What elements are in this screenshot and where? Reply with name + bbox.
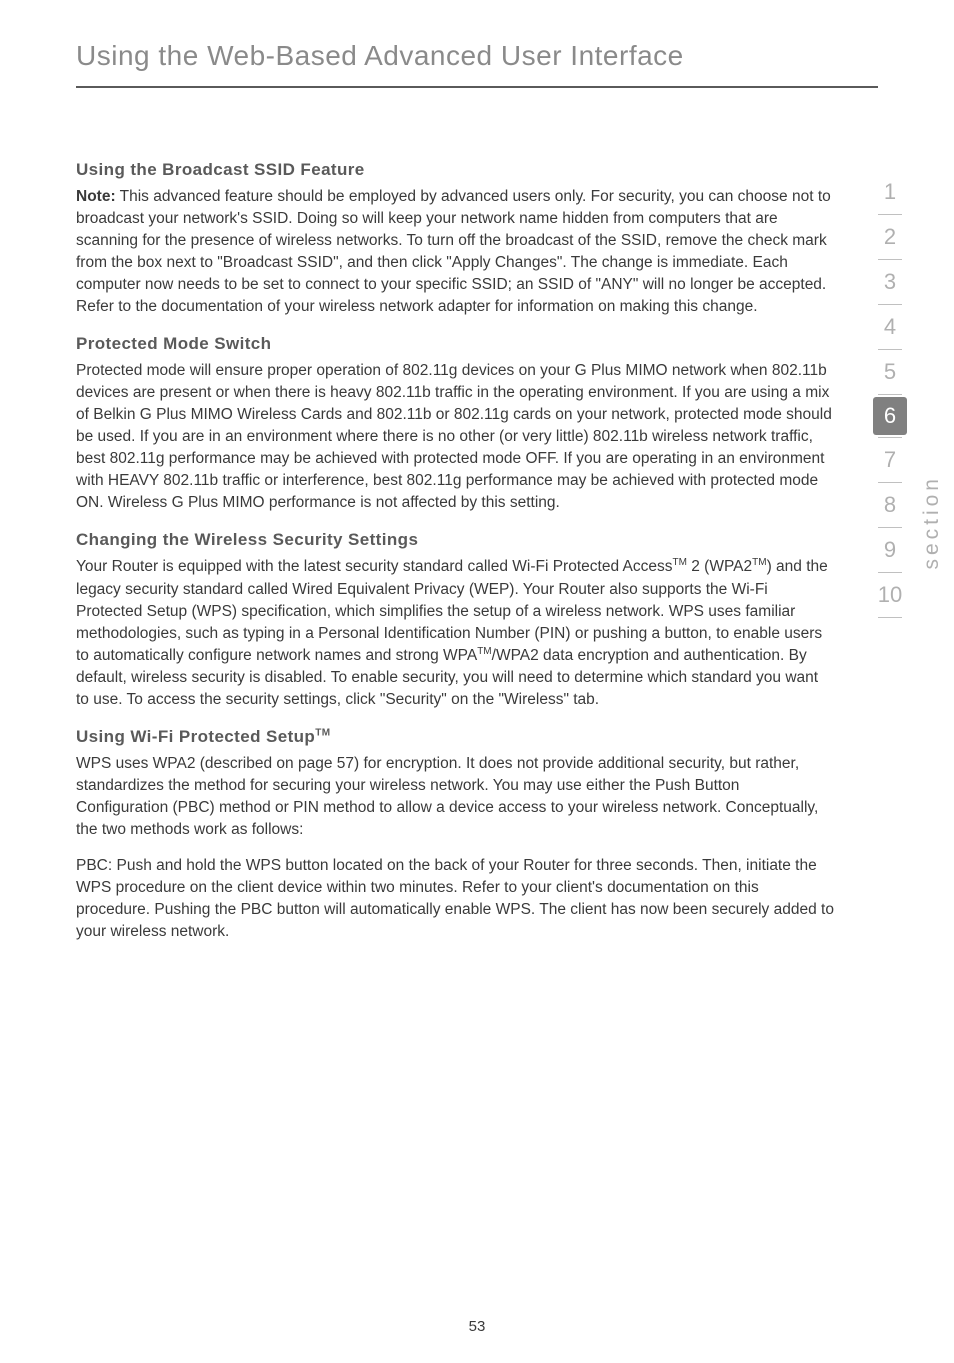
heading-broadcast-ssid: Using the Broadcast SSID Feature <box>76 158 834 182</box>
nav-item-10[interactable]: 10 <box>862 573 918 617</box>
note-label: Note: <box>76 188 116 205</box>
para-wps-2: PBC: Push and hold the WPS button locate… <box>76 855 834 943</box>
wps-heading-text: Using Wi-Fi Protected Setup <box>76 727 315 746</box>
heading-security-settings: Changing the Wireless Security Settings <box>76 528 834 552</box>
nav-divider <box>878 617 902 618</box>
content-area: Using the Broadcast SSID Feature Note: T… <box>0 88 954 943</box>
security-body-1: Your Router is equipped with the latest … <box>76 559 672 576</box>
nav-item-2[interactable]: 2 <box>862 215 918 259</box>
section-nav: 1 2 3 4 5 6 7 8 9 10 <box>862 170 918 618</box>
page-title: Using the Web-Based Advanced User Interf… <box>0 0 954 86</box>
heading-protected-mode: Protected Mode Switch <box>76 332 834 356</box>
nav-item-6-active[interactable]: 6 <box>873 397 907 435</box>
security-body-2: 2 (WPA2 <box>687 559 752 576</box>
para-wps-1: WPS uses WPA2 (described on page 57) for… <box>76 753 834 841</box>
para-protected: Protected mode will ensure proper operat… <box>76 360 834 514</box>
nav-item-1[interactable]: 1 <box>862 170 918 214</box>
tm-3: TM <box>477 646 491 657</box>
broadcast-body: This advanced feature should be employed… <box>76 188 831 315</box>
page-number: 53 <box>0 1318 954 1335</box>
tm-2: TM <box>752 557 766 568</box>
nav-item-7[interactable]: 7 <box>862 438 918 482</box>
nav-item-9[interactable]: 9 <box>862 528 918 572</box>
tm-1: TM <box>672 557 686 568</box>
nav-item-5[interactable]: 5 <box>862 350 918 394</box>
nav-item-4[interactable]: 4 <box>862 305 918 349</box>
nav-item-3[interactable]: 3 <box>862 260 918 304</box>
heading-wps: Using Wi-Fi Protected SetupTM <box>76 725 834 749</box>
para-security: Your Router is equipped with the latest … <box>76 556 834 710</box>
nav-item-8[interactable]: 8 <box>862 483 918 527</box>
para-broadcast: Note: This advanced feature should be em… <box>76 186 834 318</box>
nav-divider <box>878 394 902 395</box>
section-label-vertical: section <box>920 475 944 570</box>
wps-tm: TM <box>315 727 330 738</box>
